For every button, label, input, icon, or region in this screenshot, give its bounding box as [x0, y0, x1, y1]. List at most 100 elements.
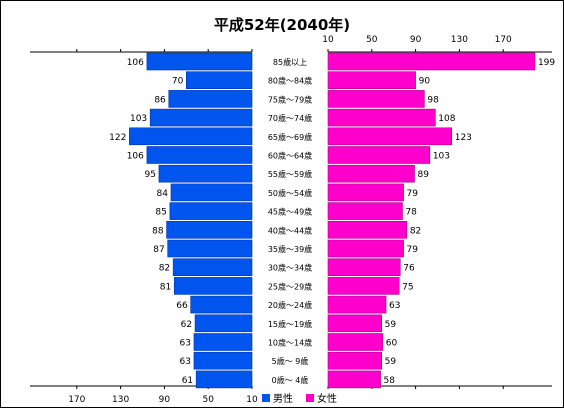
legend-swatch-female: [306, 394, 314, 402]
male-bar: [173, 277, 253, 295]
right-tick-label: 50: [366, 35, 378, 45]
age-group-label: 35歳～39歳: [268, 244, 312, 254]
age-group-label: 50歳～54歳: [268, 188, 312, 198]
female-bar: [327, 370, 381, 389]
female-value-label: 98: [427, 95, 439, 105]
male-value-label: 63: [180, 339, 191, 349]
bars-group: [129, 52, 536, 389]
female-bar: [327, 221, 408, 239]
male-bar: [195, 370, 253, 389]
age-group-label: 20歳～24歳: [268, 300, 312, 310]
age-group-label: 0歳～ 4歳: [272, 375, 309, 385]
male-value-label: 63: [180, 357, 191, 367]
age-group-label: 10歳～14歳: [268, 338, 312, 348]
female-bar: [327, 108, 436, 127]
male-value-label: 84: [157, 189, 169, 199]
female-bar: [327, 164, 415, 183]
male-bar: [146, 146, 253, 164]
male-value-label: 86: [154, 95, 166, 105]
female-bar: [327, 202, 403, 220]
age-group-label: 65歳～69歳: [268, 132, 312, 142]
female-value-label: 89: [418, 170, 430, 180]
age-group-label: 30歳～34歳: [268, 263, 312, 273]
male-value-label: 85: [155, 208, 166, 218]
female-bar: [327, 127, 453, 146]
female-bar: [327, 146, 431, 164]
male-value-label: 81: [160, 282, 171, 292]
left-tick-label: 130: [112, 395, 129, 405]
female-bar: [327, 71, 416, 89]
male-value-label: 62: [181, 320, 192, 330]
female-bar: [327, 333, 384, 351]
male-bar: [146, 52, 253, 71]
female-value-label: 60: [386, 339, 398, 349]
labels-group: 106 199 85歳以上 70 90 80歳～84歳 86 98 75歳～79歳 103 108 7…: [109, 57, 555, 386]
male-value-label: 95: [144, 170, 155, 180]
female-value-label: 58: [384, 376, 396, 386]
female-bar: [327, 258, 401, 277]
female-value-label: 76: [403, 264, 415, 274]
male-value-label: 87: [153, 245, 164, 255]
female-bar: [327, 277, 400, 295]
male-value-label: 106: [127, 152, 144, 162]
male-bar: [149, 108, 253, 127]
age-group-label: 45歳～49歳: [268, 207, 312, 217]
male-bar: [172, 258, 253, 277]
male-bar: [169, 202, 253, 220]
female-value-label: 103: [433, 152, 450, 162]
male-value-label: 103: [130, 114, 147, 124]
male-value-label: 82: [159, 264, 170, 274]
age-group-label: 70歳～74歳: [268, 113, 312, 123]
male-value-label: 61: [182, 376, 193, 386]
legend-label-female: 女性: [317, 392, 337, 405]
male-bar: [158, 164, 253, 183]
male-bar: [167, 239, 253, 258]
male-value-label: 106: [127, 58, 144, 68]
male-bar: [186, 71, 253, 89]
age-group-label: 85歳以上: [273, 57, 307, 67]
female-value-label: 79: [407, 189, 419, 199]
female-value-label: 123: [455, 133, 472, 143]
chart-title: 平成52年(2040年): [214, 16, 350, 34]
male-value-label: 122: [109, 133, 126, 143]
male-value-label: 66: [176, 301, 188, 311]
left-tick-label: 50: [202, 395, 214, 405]
legend-swatch-male: [262, 394, 270, 402]
female-bar: [327, 314, 382, 333]
age-group-label: 75歳～79歳: [268, 94, 312, 104]
right-tick-label: 90: [410, 35, 422, 45]
female-value-label: 78: [405, 208, 417, 218]
left-tick-label: 10: [246, 395, 258, 405]
female-value-label: 79: [407, 245, 419, 255]
female-bar: [327, 239, 404, 258]
male-value-label: 70: [172, 77, 184, 87]
right-tick-label: 10: [322, 35, 334, 45]
age-group-label: 15歳～19歳: [268, 319, 312, 329]
female-bar: [327, 295, 387, 314]
age-group-label: 55歳～59歳: [268, 169, 312, 179]
male-bar: [194, 314, 253, 333]
age-group-label: 60歳～64歳: [268, 151, 312, 161]
legend-group: 男性 女性: [262, 392, 337, 405]
female-bar: [327, 351, 382, 370]
male-bar: [166, 221, 253, 239]
female-value-label: 199: [538, 58, 555, 68]
female-value-label: 75: [402, 282, 413, 292]
age-group-label: 5歳～ 9歳: [272, 356, 309, 366]
female-value-label: 63: [389, 301, 400, 311]
right-tick-label: 130: [451, 35, 468, 45]
age-group-label: 40歳～44歳: [268, 225, 312, 235]
female-value-label: 108: [438, 114, 455, 124]
female-value-label: 82: [410, 226, 421, 236]
age-group-label: 80歳～84歳: [268, 76, 312, 86]
age-group-label: 25歳～29歳: [268, 281, 312, 291]
female-value-label: 90: [419, 77, 431, 87]
axes-group: 10 50 90 130 170 170 130 90 50 10: [30, 35, 552, 405]
female-bar: [327, 90, 425, 108]
female-bar: [327, 52, 536, 71]
male-bar: [129, 127, 253, 146]
male-bar: [168, 90, 253, 108]
female-value-label: 59: [385, 320, 397, 330]
